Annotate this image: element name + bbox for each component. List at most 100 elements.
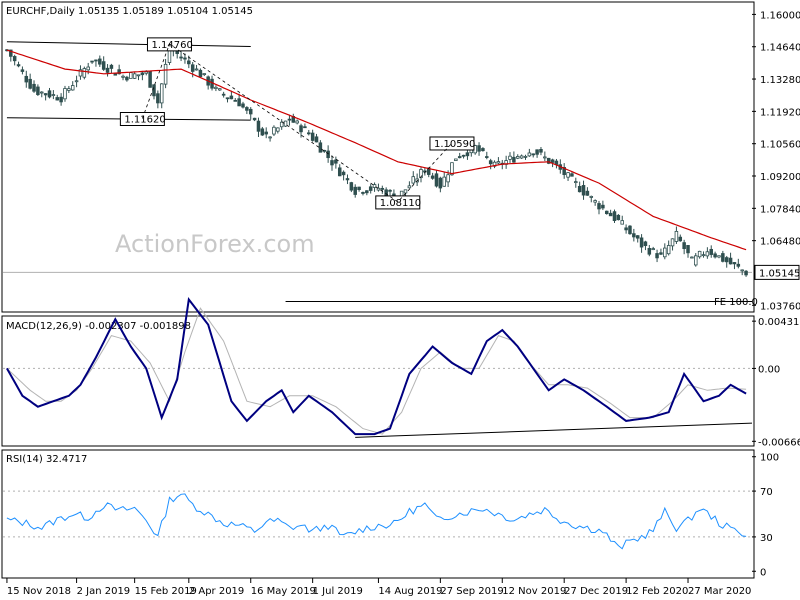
price-candle <box>214 85 218 92</box>
candle-body <box>70 85 75 91</box>
price-y-axis: 1.16000 1.14640 1.13280 1.11920 1.10560 1.092… <box>752 10 800 312</box>
price-candle <box>635 235 640 243</box>
x-tick-label: 27 Sep 2019 <box>440 586 503 597</box>
candle-body <box>117 69 121 75</box>
price-candle <box>198 68 203 78</box>
candle-body <box>159 83 164 104</box>
candle-body <box>647 248 652 255</box>
price-candle <box>686 245 690 258</box>
price-candle <box>98 55 102 67</box>
price-candle <box>488 158 493 170</box>
price-header: EURCHF,Daily 1.05135 1.05189 1.05104 1.0… <box>6 6 253 17</box>
sma-line <box>6 49 747 251</box>
candle-body <box>624 227 628 231</box>
macd-panel-frame <box>1 315 755 447</box>
candle-body <box>543 156 547 159</box>
price-candle <box>597 200 601 215</box>
candle-body <box>140 72 145 76</box>
price-candle <box>496 157 501 165</box>
last-price-tag-box <box>754 264 800 280</box>
price-candle <box>303 123 307 129</box>
candle-body <box>198 69 203 78</box>
price-candle <box>651 246 655 251</box>
candle-body <box>156 93 160 104</box>
price-candle <box>608 209 613 217</box>
price-y-tick-label: 1.06480 <box>760 237 800 248</box>
rsi-y-tick-label: 100 <box>760 453 779 464</box>
price-candle <box>678 234 683 242</box>
price-candle <box>94 59 98 67</box>
candle-body <box>264 131 268 135</box>
candle-body <box>252 117 257 121</box>
candle-body <box>411 176 416 184</box>
price-candle <box>349 181 354 193</box>
annotation-text: 1.10590 <box>434 139 475 150</box>
candle-body <box>357 186 361 191</box>
price-candle <box>59 93 63 106</box>
candle-body <box>187 60 191 65</box>
candle-body <box>361 192 365 194</box>
price-candle <box>70 81 75 91</box>
price-candle <box>225 97 230 103</box>
candle-body <box>109 64 114 69</box>
candle-body <box>434 173 439 187</box>
last-price-tag-text: 1.05145 <box>759 268 800 279</box>
price-candle <box>105 64 110 77</box>
price-candle <box>132 71 137 80</box>
price-gridlines <box>3 271 752 302</box>
price-candle <box>388 189 392 196</box>
price-candle <box>438 176 443 193</box>
candle-body <box>295 120 299 124</box>
price-candle <box>12 54 17 66</box>
price-candle <box>47 87 52 99</box>
candle-body <box>724 257 729 263</box>
price-candle <box>268 136 272 142</box>
x-tick-label: 12 Nov 2019 <box>502 586 566 597</box>
price-candle <box>40 91 44 98</box>
candle-body <box>488 160 493 165</box>
price-candle <box>485 151 489 160</box>
candle-body <box>136 74 141 77</box>
price-candle <box>136 74 141 81</box>
price-candle <box>740 269 744 276</box>
price-candle <box>721 250 725 263</box>
price-candle <box>233 98 238 102</box>
price-candle <box>666 240 671 256</box>
candle-body <box>450 162 454 176</box>
candle-body <box>307 132 311 135</box>
candle-body <box>512 156 516 163</box>
candle-body <box>736 263 741 267</box>
price-y-tick-label: 1.07840 <box>760 204 800 215</box>
candle-body <box>496 161 501 164</box>
price-candle <box>163 58 168 89</box>
price-candle <box>67 85 71 94</box>
candle-body <box>121 75 125 78</box>
price-candle <box>566 172 570 181</box>
candle-body <box>260 128 265 136</box>
price-candle <box>697 250 702 259</box>
candle-body <box>78 69 83 77</box>
candle-body <box>202 73 207 76</box>
candle-body <box>272 126 276 135</box>
candle-body <box>94 59 98 62</box>
candle-body <box>163 63 168 85</box>
candle-body <box>740 269 744 272</box>
price-candle <box>682 239 686 255</box>
price-candle <box>194 64 199 71</box>
price-candle <box>690 256 694 259</box>
price-candle <box>508 152 512 163</box>
macd-lines <box>6 297 753 438</box>
candle-body <box>728 257 733 265</box>
price-candle <box>477 142 481 156</box>
price-candle <box>624 224 628 234</box>
candle-body <box>732 262 737 265</box>
price-candle <box>109 63 114 74</box>
candle-body <box>322 149 327 152</box>
candle-body <box>47 90 52 98</box>
price-candle <box>434 170 439 188</box>
price-candle <box>546 157 551 165</box>
price-candle <box>345 174 350 185</box>
